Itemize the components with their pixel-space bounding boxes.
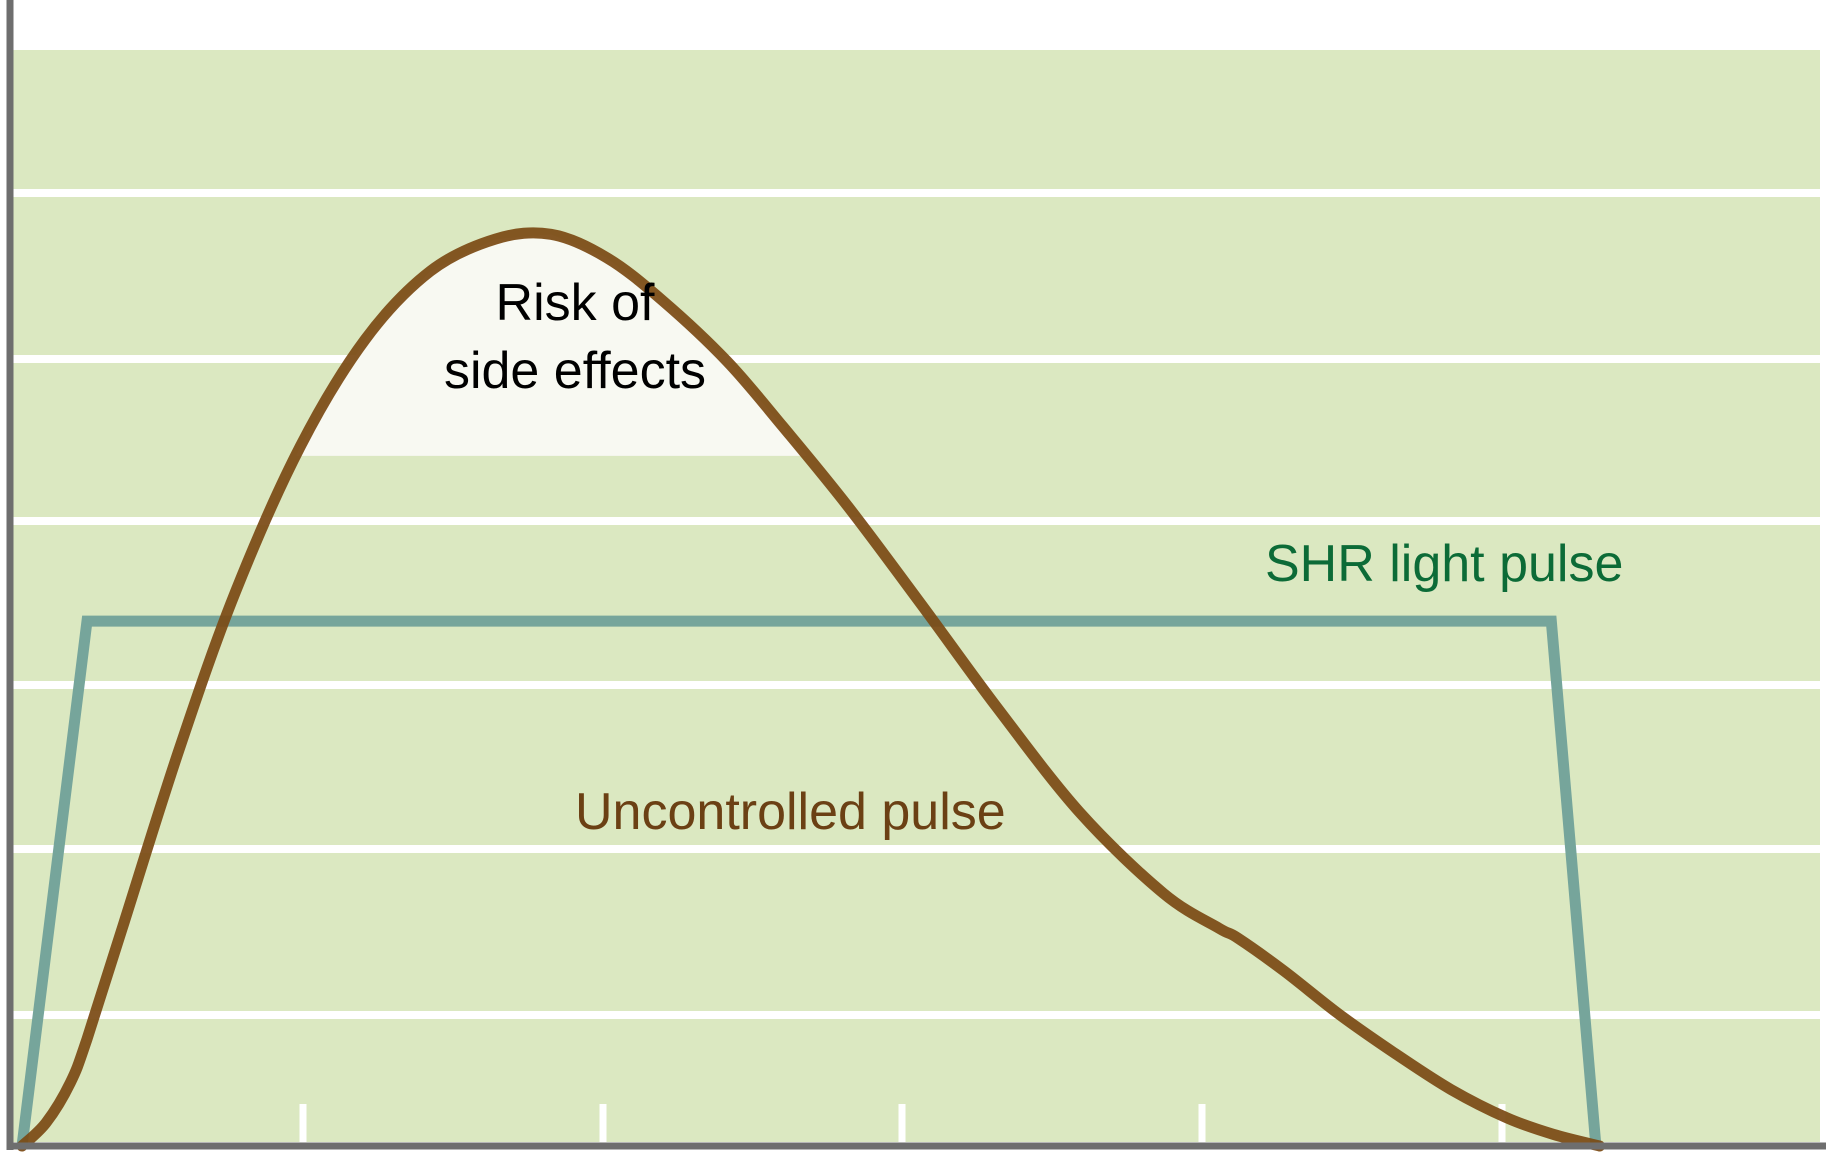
gridline-3 <box>10 517 1826 525</box>
series-uncontrolled-pulse <box>16 227 1606 1152</box>
gridline-6 <box>10 1011 1826 1019</box>
annotation-uncontrolled-pulse: Uncontrolled pulse <box>575 783 1006 841</box>
risk-of-side-effects-region <box>296 234 807 456</box>
gridline-5 <box>10 845 1826 853</box>
gridlines <box>10 189 1826 1019</box>
gridline-4 <box>10 681 1826 689</box>
gridline-2 <box>10 355 1826 363</box>
annotation-risk-line-2: side effects <box>444 342 706 400</box>
series-shr-light-pulse <box>16 615 1602 1147</box>
annotation-shr-light-pulse: SHR light pulse <box>1265 535 1623 593</box>
gridline-1 <box>10 189 1826 197</box>
annotation-risk-line-1: Risk of <box>496 274 655 332</box>
